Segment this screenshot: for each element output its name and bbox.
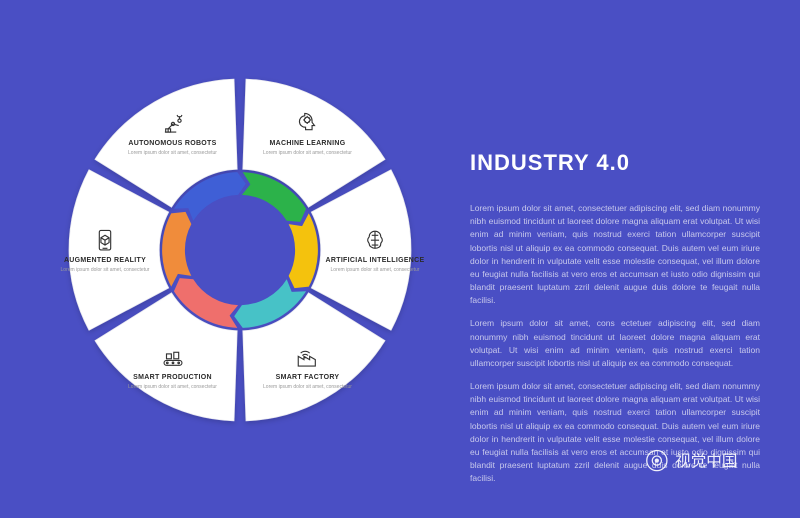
body-paragraph: Lorem ipsum dolor sit amet, cons ectetue… [470, 317, 760, 370]
segmented-wheel: MACHINE LEARNINGLorem ipsum dolor sit am… [50, 60, 430, 440]
wheel-svg [50, 60, 430, 440]
watermark: 视觉中国 [644, 445, 754, 476]
page-title: INDUSTRY 4.0 [470, 150, 760, 176]
infographic-stage: MACHINE LEARNINGLorem ipsum dolor sit am… [0, 0, 800, 518]
body-paragraph: Lorem ipsum dolor sit amet, consectetuer… [470, 202, 760, 307]
watermark-text: 视觉中国 [675, 452, 737, 470]
text-column: INDUSTRY 4.0 Lorem ipsum dolor sit amet,… [470, 150, 760, 485]
